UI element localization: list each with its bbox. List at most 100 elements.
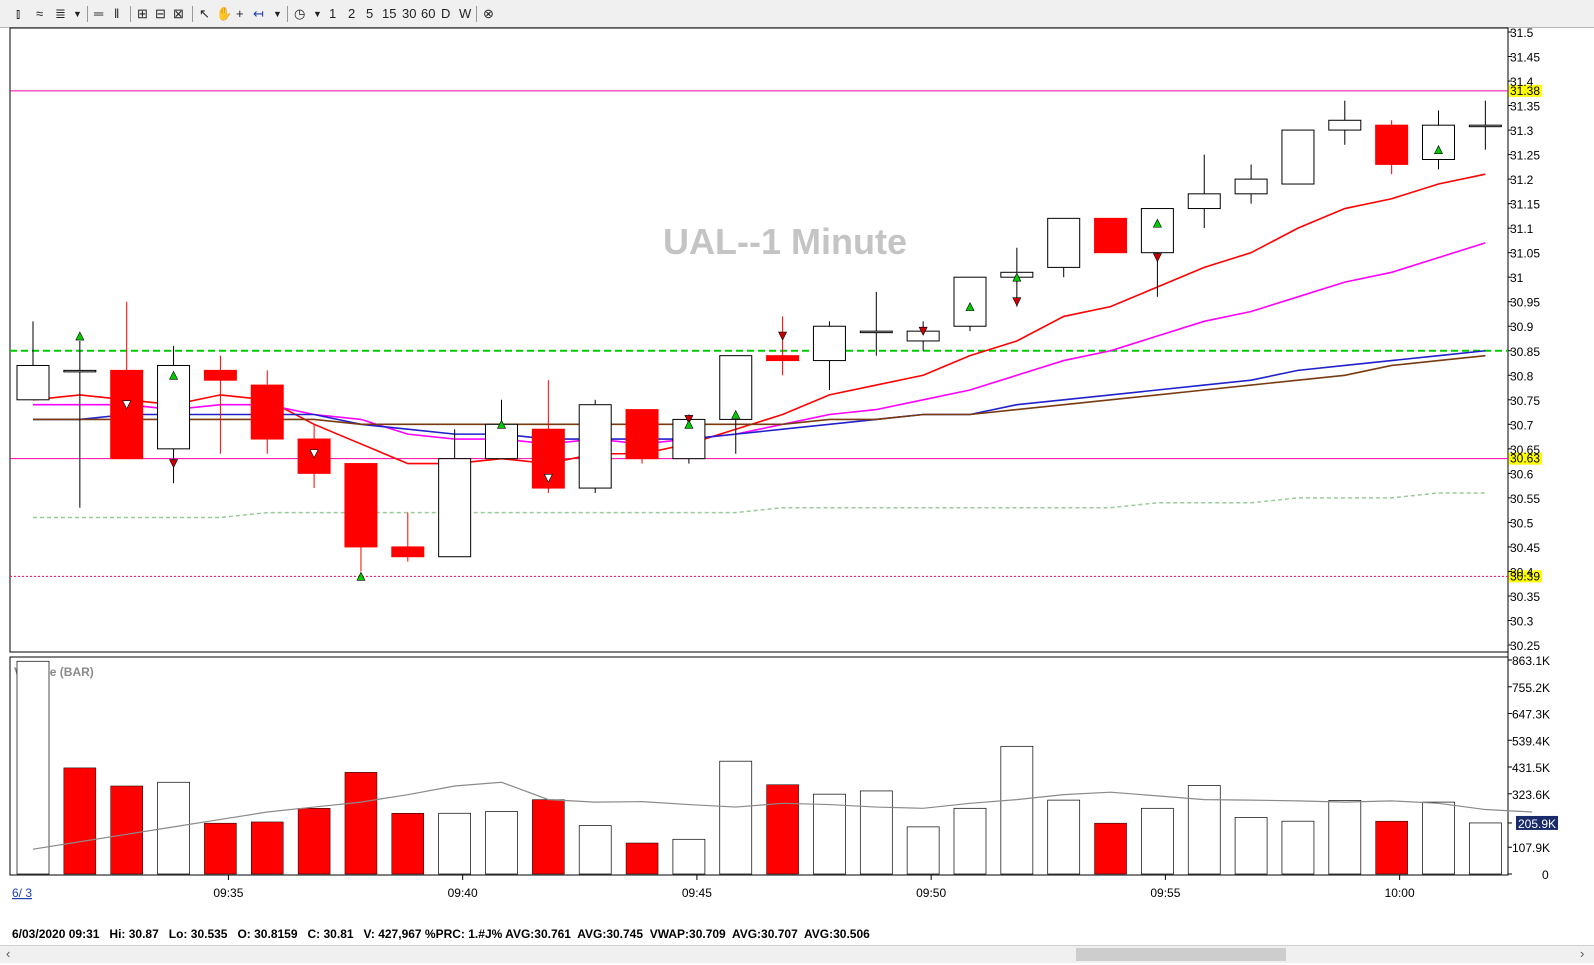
toolbar-separator (287, 6, 288, 22)
chart-toolbar: ⫾ ≈ ≣ ▼ ═ ‖ ⊞ ⊟ ⊠ ↖ ✋ + ↤ ▼ ◷ ▼ 1 2 5 15… (0, 0, 1594, 28)
interval-15[interactable]: 15 (382, 6, 397, 21)
split-icon[interactable]: ‖ (114, 6, 120, 21)
hand-icon[interactable]: ✋ (216, 6, 233, 21)
zoom-in-icon[interactable]: ⊟ (155, 6, 166, 21)
interval-5[interactable]: 5 (366, 6, 374, 21)
close-circle-icon[interactable]: ⊗ (483, 6, 494, 21)
price-line-label: 30.63 (1510, 452, 1540, 466)
volume-bar (719, 760, 753, 875)
volume-bar (110, 785, 143, 875)
layout-icon[interactable]: ═ (94, 6, 104, 21)
volume-tick-label: 0 (1542, 868, 1549, 882)
price-line-label: 31.38 (1510, 84, 1540, 98)
volume-bar (297, 808, 331, 875)
price-tick-label: 30.95 (1510, 296, 1540, 310)
candle (1375, 120, 1409, 175)
toolbar-separator (192, 6, 193, 22)
line-chart-icon[interactable]: ≈ (36, 6, 44, 21)
candle (1468, 100, 1502, 150)
interval-60[interactable]: 60 (421, 6, 436, 21)
candle-body (110, 369, 144, 460)
clock-icon[interactable]: ◷ (294, 6, 306, 21)
price-tick-label: 30.3 (1510, 614, 1534, 628)
price-tick-label: 30.5 (1510, 516, 1534, 530)
price-pane[interactable] (9, 27, 1509, 653)
zoom-out-icon[interactable]: ⊠ (173, 6, 184, 21)
dropdown-icon[interactable]: ▼ (273, 9, 282, 19)
price-tick-label: 31.25 (1510, 149, 1540, 163)
volume-bar (485, 811, 518, 875)
volume-bar (63, 767, 97, 875)
candle-body (625, 409, 659, 460)
candle-body (766, 355, 800, 362)
interval-1[interactable]: 1 (329, 6, 337, 21)
candle (578, 399, 612, 493)
volume-bar (344, 772, 378, 875)
volume-bar (1328, 800, 1362, 875)
candle-body (16, 364, 50, 401)
interval-weekly[interactable]: W (459, 6, 472, 21)
zoom-fit-icon[interactable]: ⊞ (137, 6, 148, 21)
volume-average-line (32, 781, 1533, 850)
chart-canvas[interactable]: UAL--1 Minute Volume (BAR) 31.3830.6330.… (0, 0, 1594, 945)
volume-bar (813, 793, 846, 875)
candle (1234, 164, 1268, 204)
volume-bar (532, 799, 565, 875)
candle-body (812, 325, 846, 362)
signal-marker (1012, 272, 1022, 282)
candle (485, 399, 518, 460)
scroll-right-icon[interactable]: › (1580, 946, 1585, 961)
candle (719, 355, 753, 454)
crosshair-icon[interactable]: + (236, 6, 244, 21)
interval-daily[interactable]: D (441, 6, 451, 21)
volume-tick-label: 539.4K (1512, 734, 1550, 748)
dropdown-icon[interactable]: ▼ (73, 9, 82, 19)
volume-tick-label: 863.1K (1512, 654, 1550, 668)
price-tick-label: 30.9 (1510, 320, 1534, 334)
interval-30[interactable]: 30 (402, 6, 417, 21)
candle-body (1281, 129, 1315, 185)
candle-body (719, 355, 753, 420)
volume-bar (578, 825, 612, 875)
bar-style-icon[interactable]: ≣ (55, 6, 66, 21)
candle (1328, 100, 1362, 145)
candle-body (1140, 208, 1174, 254)
price-tick-label: 30.6 (1510, 467, 1534, 481)
dropdown-icon[interactable]: ▼ (313, 9, 322, 19)
price-tick-label: 31 (1510, 271, 1524, 285)
volume-bar (766, 784, 799, 875)
volume-tick-label: 323.6K (1512, 788, 1550, 802)
price-tick-label: 30.85 (1510, 345, 1540, 359)
date-label: 6/ 3 (12, 886, 32, 900)
measure-icon[interactable]: ↤ (253, 6, 264, 21)
interval-2[interactable]: 2 (348, 6, 356, 21)
time-tick-label: 09:40 (448, 886, 478, 900)
signal-marker (543, 473, 553, 483)
volume-bar (859, 790, 893, 875)
price-tick-label: 30.75 (1510, 394, 1540, 408)
candle (438, 429, 472, 558)
volume-bar (672, 838, 706, 875)
scrollbar-thumb[interactable] (1076, 948, 1286, 961)
price-tick-label: 31.45 (1510, 51, 1540, 65)
candle-body (1328, 119, 1362, 131)
pointer-icon[interactable]: ↖ (199, 6, 210, 21)
horizontal-scrollbar[interactable]: ‹ › (0, 945, 1594, 963)
data-info-bar: 6/03/2020 09:31 Hi: 30.87 Lo: 30.535 O: … (12, 927, 870, 941)
candle-body (250, 384, 284, 440)
price-tick-label: 31.4 (1510, 75, 1534, 89)
time-tick-label: 09:50 (916, 886, 946, 900)
volume-current-label-bg (1516, 815, 1558, 830)
candle (110, 301, 144, 460)
volume-tick-label: 431.5K (1512, 761, 1550, 775)
price-tick-label: 31.35 (1510, 100, 1540, 114)
candle-body (1375, 124, 1409, 165)
candlestick-icon[interactable]: ⫾ (16, 6, 21, 21)
signal-marker (965, 301, 975, 311)
signal-marker (122, 400, 132, 410)
volume-tick-label: 107.9K (1512, 841, 1550, 855)
candle (859, 291, 893, 356)
candle (1187, 154, 1221, 229)
candle (16, 321, 50, 401)
scroll-left-icon[interactable]: ‹ (6, 946, 11, 961)
